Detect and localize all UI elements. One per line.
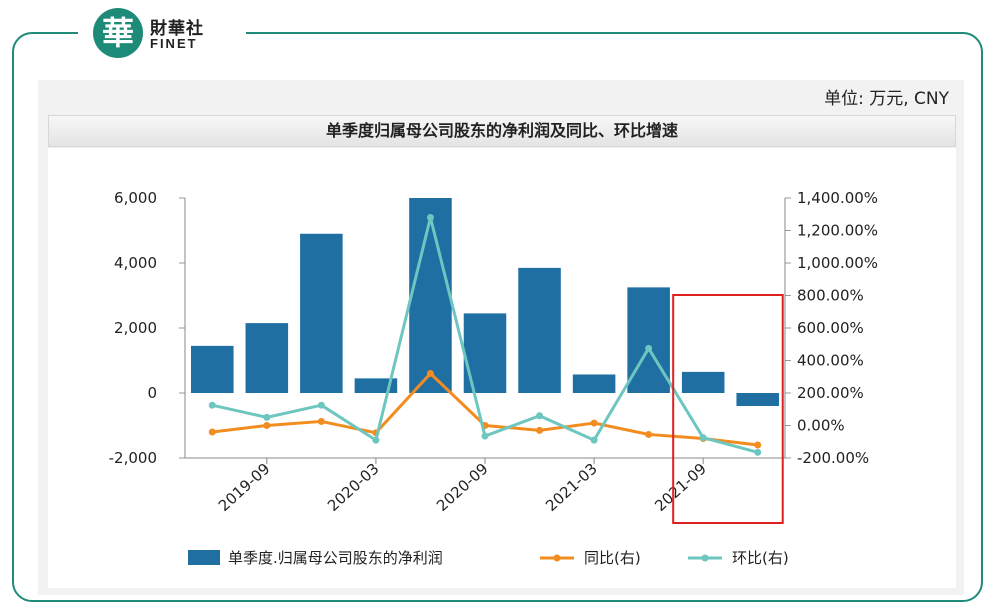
bar xyxy=(736,393,779,406)
series-point xyxy=(590,419,598,427)
series-point xyxy=(645,344,653,352)
bar xyxy=(354,378,398,393)
y-left-tick-label: 6,000 xyxy=(114,189,157,207)
series-point xyxy=(263,422,271,429)
series-point xyxy=(754,441,762,449)
bar xyxy=(191,345,234,393)
series-point xyxy=(208,428,216,436)
series-point xyxy=(536,426,544,434)
y-right-tick-label: 1,400.00% xyxy=(797,189,878,207)
highlight-box xyxy=(672,294,784,524)
bar xyxy=(627,287,670,393)
series-point xyxy=(536,412,544,420)
series-point xyxy=(426,214,434,221)
legend-swatch-point xyxy=(553,554,561,562)
y-right-tick-label: 800.00% xyxy=(797,287,864,305)
y-right-tick-label: 1,200.00% xyxy=(797,222,878,240)
series-point xyxy=(590,436,598,444)
y-left-tick-label: 2,000 xyxy=(114,319,157,337)
bar xyxy=(300,233,343,393)
series-point xyxy=(208,401,216,409)
series-point xyxy=(699,434,707,442)
series-point xyxy=(317,417,325,425)
bar xyxy=(245,323,289,393)
y-right-tick-label: 400.00% xyxy=(797,352,864,370)
x-tick-label: 2020-09 xyxy=(433,460,492,515)
x-tick-label: 2021-09 xyxy=(651,460,710,515)
bar xyxy=(572,374,616,393)
brand-name-en: FINET xyxy=(150,36,198,51)
legend-swatch-bar xyxy=(188,550,220,565)
series-point xyxy=(426,370,434,377)
y-right-tick-label: 0.00% xyxy=(797,417,845,435)
legend-swatch-point xyxy=(701,554,709,562)
series-point xyxy=(754,448,762,456)
y-left-tick-label: 4,000 xyxy=(114,254,157,272)
y-right-tick-label: 1,000.00% xyxy=(797,254,878,272)
series-point xyxy=(481,432,489,440)
brand-logo: 華 財華社 FINET xyxy=(78,0,246,64)
y-right-tick-label: -200.00% xyxy=(797,449,869,467)
bar xyxy=(518,267,561,393)
series-point xyxy=(317,401,325,409)
x-tick-label: 2020-03 xyxy=(324,460,383,515)
chart-title: 单季度归属母公司股东的净利润及同比、环比增速 xyxy=(48,115,956,147)
unit-label: 单位: 万元, CNY xyxy=(824,89,949,109)
logo-emblem: 華 xyxy=(93,8,143,58)
bar xyxy=(409,198,452,393)
bar xyxy=(681,371,725,393)
series-point xyxy=(372,436,380,444)
series-point xyxy=(263,413,271,421)
series-point xyxy=(645,430,653,438)
legend-label: 同比(右) xyxy=(584,549,641,567)
y-left-tick-label: -2,000 xyxy=(109,449,157,467)
brand-name-cn: 財華社 xyxy=(150,19,204,39)
legend-label: 环比(右) xyxy=(732,549,789,567)
y-right-tick-label: 200.00% xyxy=(797,384,864,402)
x-tick-label: 2019-09 xyxy=(215,460,274,515)
legend-label: 单季度.归属母公司股东的净利润 xyxy=(228,549,443,567)
outer-frame xyxy=(12,32,983,602)
y-left-tick-label: 0 xyxy=(147,384,157,402)
y-right-tick-label: 600.00% xyxy=(797,319,864,337)
x-tick-label: 2021-03 xyxy=(542,460,601,515)
